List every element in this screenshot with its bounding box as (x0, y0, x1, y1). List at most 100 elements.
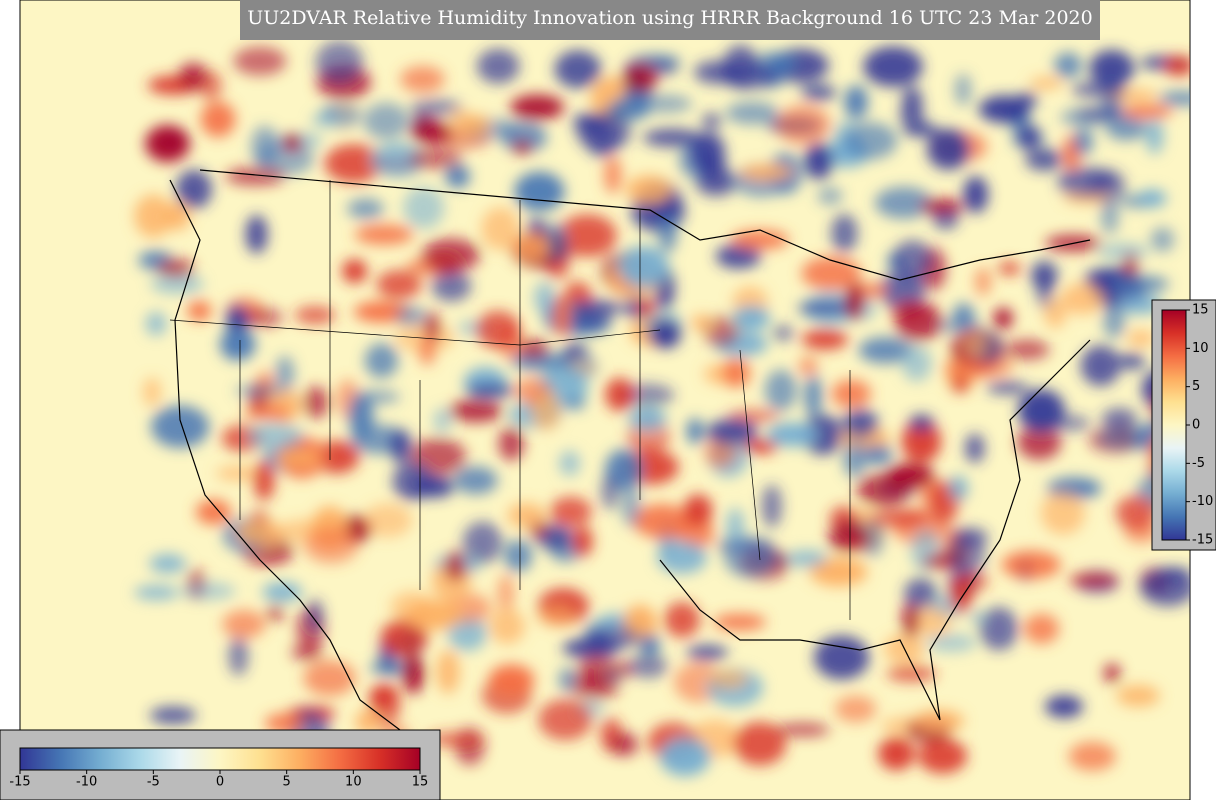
humidity-blob (743, 439, 778, 454)
humidity-blob (200, 101, 236, 138)
title: UU2DVAR Relative Humidity Innovation usi… (247, 7, 1092, 29)
humidity-blob (766, 422, 818, 447)
humidity-blob (400, 66, 445, 93)
humidity-blob (1100, 195, 1119, 235)
humidity-blob (693, 60, 739, 85)
humidity-blob (844, 283, 865, 321)
humidity-blob (701, 113, 722, 129)
humidity-blob (178, 62, 208, 90)
humidity-blob (1016, 92, 1039, 107)
humidity-blob (512, 140, 533, 155)
humidity-blob (247, 422, 304, 451)
humidity-blob (1097, 243, 1149, 260)
humidity-blob (554, 50, 602, 89)
tick-label: 5 (1192, 379, 1200, 394)
humidity-blob (243, 405, 291, 420)
humidity-blob (324, 144, 383, 184)
humidity-blob (768, 52, 797, 72)
humidity-blob (348, 394, 374, 439)
humidity-blob (276, 451, 322, 466)
humidity-blob (690, 131, 726, 175)
humidity-blob (776, 104, 831, 146)
humidity-blob (963, 331, 987, 358)
humidity-blob (963, 175, 989, 214)
humidity-blob (245, 214, 268, 254)
humidity-blob (1017, 389, 1065, 432)
tick-label: -10 (76, 775, 97, 790)
tick-label: 10 (345, 775, 362, 790)
humidity-blob (1075, 107, 1131, 120)
humidity-blob (947, 533, 986, 575)
humidity-blob (347, 198, 384, 219)
humidity-blob (1110, 275, 1170, 293)
humidity-blob (834, 695, 877, 723)
humidity-blob (686, 645, 729, 661)
humidity-blob (1089, 49, 1135, 87)
humidity-blob (1025, 148, 1063, 171)
humidity-blob (303, 660, 356, 697)
humidity-blob (1068, 741, 1116, 771)
humidity-blob (180, 582, 236, 600)
humidity-field (134, 40, 1190, 777)
humidity-blob (585, 626, 640, 650)
humidity-blob (1001, 550, 1061, 579)
humidity-blob (1029, 77, 1064, 90)
humidity-blob (559, 450, 580, 476)
humidity-blob (187, 300, 212, 321)
humidity-blob (476, 48, 520, 84)
humidity-blob (604, 156, 622, 194)
tick-label: 10 (1192, 341, 1209, 356)
humidity-blob (446, 550, 465, 582)
humidity-blob (1043, 298, 1067, 329)
humidity-blob (817, 187, 843, 205)
humidity-blob (575, 111, 632, 152)
humidity-blob (799, 356, 818, 376)
humidity-blob (514, 171, 565, 212)
humidity-blob (424, 311, 441, 343)
humidity-blob (986, 381, 1029, 394)
tick-label: 0 (216, 775, 224, 790)
humidity-blob (636, 300, 657, 317)
humidity-blob (831, 379, 871, 408)
humidity-blob (282, 134, 303, 151)
coastline (659, 339, 1091, 721)
humidity-blob (410, 120, 453, 145)
humidity-blob (1122, 252, 1139, 279)
humidity-blob (497, 574, 515, 613)
humidity-blob (625, 175, 672, 205)
humidity-blob (902, 123, 938, 137)
title-box (240, 0, 1100, 40)
humidity-blob (219, 327, 256, 361)
humidity-blob (421, 238, 480, 272)
humidity-blob (715, 243, 762, 269)
humidity-blob (926, 128, 970, 170)
humidity-blob (449, 109, 474, 139)
humidity-blob (558, 214, 617, 258)
humidity-blob (809, 557, 868, 587)
humidity-blob (313, 440, 360, 474)
humidity-blob (632, 503, 691, 539)
humidity-blob (534, 281, 555, 314)
humidity-blob (1057, 167, 1116, 197)
humidity-blob (462, 521, 503, 564)
humidity-blob (727, 409, 780, 423)
humidity-blob (134, 194, 173, 238)
humidity-blob (389, 429, 412, 464)
humidity-blob (804, 374, 822, 418)
humidity-blob (481, 207, 520, 251)
humidity-blob (913, 709, 965, 733)
humidity-blob (786, 549, 828, 568)
humidity-blob (406, 600, 463, 631)
humidity-blob (917, 738, 968, 774)
humidity-blob (364, 343, 399, 379)
tick-label: -15 (1192, 533, 1213, 548)
humidity-blob (1126, 330, 1156, 347)
tick-label: 15 (1192, 303, 1209, 318)
humidity-blob (804, 143, 834, 180)
humidity-blob (143, 377, 161, 407)
humidity-blob (1054, 52, 1082, 79)
humidity-blob (228, 636, 249, 676)
humidity-blob (538, 699, 593, 741)
humidity-blob (306, 598, 324, 634)
